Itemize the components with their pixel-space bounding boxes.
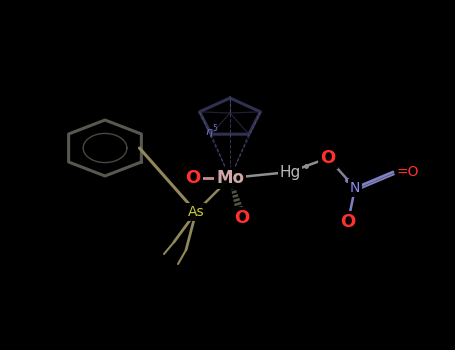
Text: $\eta^5$: $\eta^5$ [205, 123, 219, 141]
Text: O: O [185, 169, 201, 187]
Text: As: As [187, 205, 204, 219]
Text: =O: =O [397, 165, 420, 179]
Text: O: O [320, 149, 336, 167]
Text: O: O [234, 209, 250, 227]
Text: Mo: Mo [216, 169, 244, 187]
Text: Hg: Hg [279, 164, 301, 180]
Text: O: O [340, 213, 356, 231]
Text: N: N [350, 181, 360, 195]
